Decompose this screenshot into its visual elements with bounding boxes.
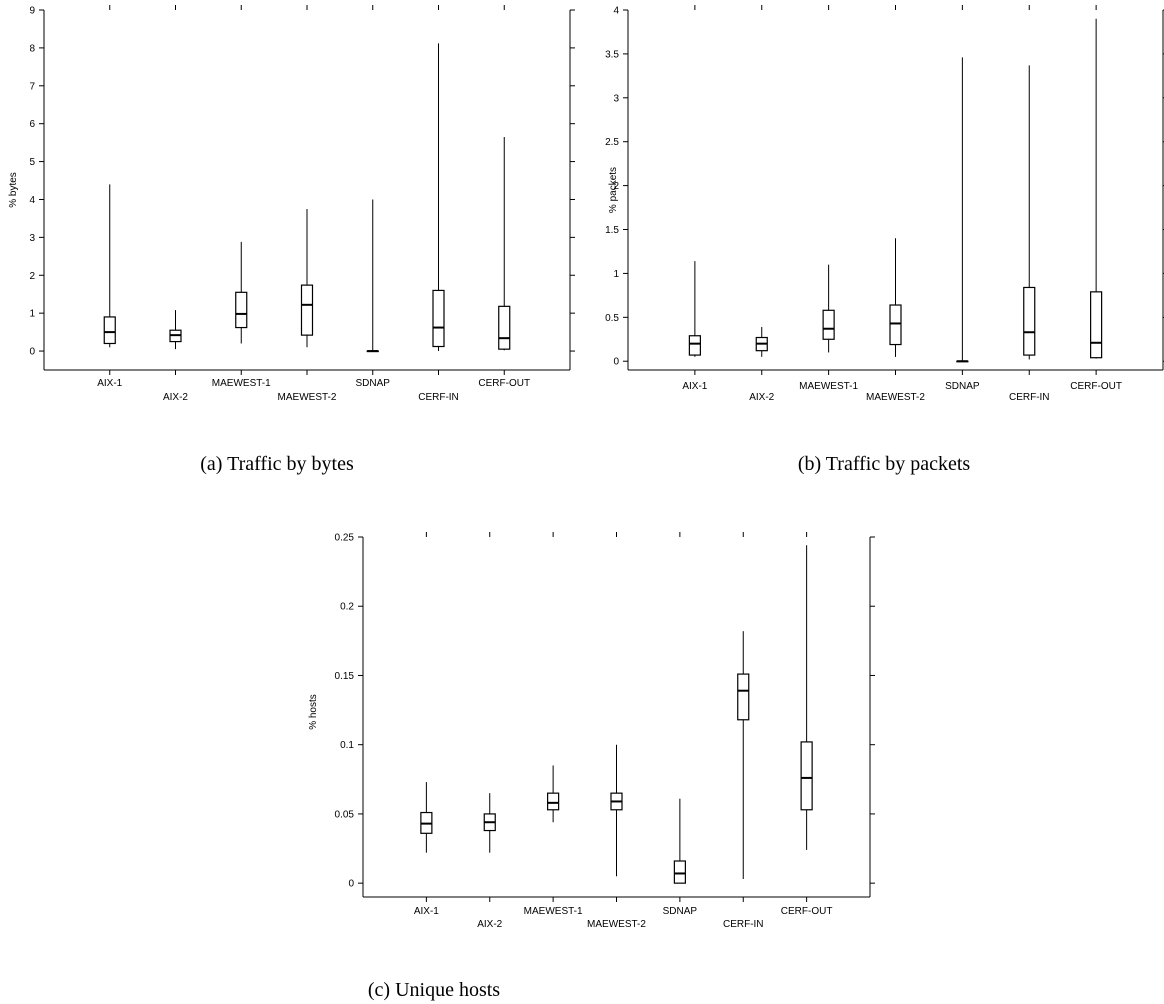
x-tick-label: AIX-2 xyxy=(163,392,188,403)
y-tick-label: 0.1 xyxy=(340,740,354,751)
box-cerf-in: CERF-IN xyxy=(723,532,764,930)
y-tick-label: 0.25 xyxy=(335,533,355,544)
x-tick-label: SDNAP xyxy=(945,381,980,392)
x-tick-label: AIX-2 xyxy=(749,392,774,403)
y-axis-label: % hosts xyxy=(308,694,319,730)
x-tick-label: AIX-1 xyxy=(97,378,122,389)
iqr-box xyxy=(673,860,686,884)
box-aix-2: AIX-2 xyxy=(749,5,775,403)
x-tick-label: CERF-OUT xyxy=(478,378,530,389)
y-tick-label: 8 xyxy=(29,43,35,54)
y-tick-label: 0 xyxy=(348,879,354,890)
x-tick-label: CERF-OUT xyxy=(781,906,833,917)
chart-caption: (c) Unique hosts xyxy=(368,979,500,1001)
iqr-box xyxy=(1023,286,1036,356)
box-aix-1: AIX-1 xyxy=(97,5,123,389)
y-tick-label: 1.5 xyxy=(605,225,619,236)
iqr-box xyxy=(103,316,116,345)
iqr-box xyxy=(1090,291,1103,359)
box-maewest-2: MAEWEST-2 xyxy=(278,5,337,403)
y-tick-label: 3 xyxy=(29,233,35,244)
box-cerf-in: CERF-IN xyxy=(418,5,459,403)
x-tick-label: MAEWEST-1 xyxy=(212,378,271,389)
box-maewest-1: MAEWEST-1 xyxy=(524,532,583,917)
iqr-box xyxy=(822,309,835,340)
box-sdnap: SDNAP xyxy=(356,5,391,389)
box-aix-1: AIX-1 xyxy=(414,532,439,917)
chart-3: 0 0.05 0.1 0.15 0.2 0.25 % hosts AIX-1 AIX-2 MAEW… xyxy=(308,532,875,1001)
x-tick-label: MAEWEST-1 xyxy=(524,906,583,917)
iqr-box xyxy=(889,304,902,346)
x-tick-label: AIX-2 xyxy=(477,919,502,930)
y-tick-label: 2.5 xyxy=(605,137,619,148)
y-tick-label: 2 xyxy=(29,271,35,282)
box-maewest-1: MAEWEST-1 xyxy=(799,5,859,392)
iqr-box xyxy=(800,741,813,811)
y-tick-label: 5 xyxy=(29,157,35,168)
x-tick-label: MAEWEST-2 xyxy=(587,919,646,930)
box-sdnap: SDNAP xyxy=(663,532,698,917)
iqr-box xyxy=(300,284,314,336)
y-tick-label: 0 xyxy=(29,347,35,358)
x-tick-label: CERF-IN xyxy=(418,392,459,403)
iqr-box xyxy=(498,305,511,350)
iqr-box xyxy=(432,289,445,348)
box-sdnap: SDNAP xyxy=(945,5,980,392)
box-aix-1: AIX-1 xyxy=(682,5,708,392)
y-tick-label: 7 xyxy=(29,81,35,92)
box-maewest-1: MAEWEST-1 xyxy=(212,5,271,389)
box-cerf-out: CERF-OUT xyxy=(478,5,530,389)
x-tick-label: SDNAP xyxy=(663,906,698,917)
x-tick-label: MAEWEST-2 xyxy=(866,392,925,403)
chart-2: 0 0.5 1 1.5 2 2.5 3 3.5 4 % packets AIX-1 AIX-2 MAEW… xyxy=(605,5,1164,475)
iqr-box xyxy=(688,335,701,356)
y-tick-label: 0.2 xyxy=(340,602,354,613)
y-axis-label: % bytes xyxy=(8,172,19,208)
y-tick-label: 0.15 xyxy=(335,671,355,682)
x-tick-label: CERF-IN xyxy=(723,919,764,930)
chart-1: 0 1 2 3 4 5 6 7 8 9 % bytes AIX-1 AIX-2 MAEWEST-1 MAEW… xyxy=(8,5,575,475)
x-tick-label: CERF-OUT xyxy=(1070,381,1122,392)
box-cerf-out: CERF-OUT xyxy=(1070,5,1122,392)
iqr-box xyxy=(235,291,248,329)
y-tick-label: 1 xyxy=(29,309,35,320)
y-tick-label: 0 xyxy=(613,357,619,368)
x-tick-label: AIX-1 xyxy=(682,381,707,392)
x-tick-label: MAEWEST-1 xyxy=(799,381,858,392)
y-tick-label: 3 xyxy=(613,93,619,104)
x-tick-label: SDNAP xyxy=(356,378,391,389)
box-aix-2: AIX-2 xyxy=(477,532,503,930)
y-tick-label: 0.05 xyxy=(335,809,355,820)
chart-caption: (b) Traffic by packets xyxy=(798,453,971,475)
y-tick-label: 6 xyxy=(29,119,35,130)
chart-caption: (a) Traffic by bytes xyxy=(200,453,354,475)
y-tick-label: 2 xyxy=(613,181,619,192)
y-tick-label: 0.5 xyxy=(605,313,619,324)
y-tick-label: 9 xyxy=(29,6,35,17)
box-cerf-out: CERF-OUT xyxy=(781,532,833,917)
y-tick-label: 4 xyxy=(613,6,619,17)
box-maewest-2: MAEWEST-2 xyxy=(587,532,646,930)
x-tick-label: AIX-1 xyxy=(414,906,439,917)
x-tick-label: MAEWEST-2 xyxy=(278,392,337,403)
y-axis-label: % packets xyxy=(608,167,619,213)
y-tick-label: 1 xyxy=(613,269,619,280)
y-tick-label: 3.5 xyxy=(605,49,619,60)
box-cerf-in: CERF-IN xyxy=(1009,5,1050,403)
iqr-box xyxy=(737,673,750,721)
y-tick-label: 4 xyxy=(29,195,35,206)
box-aix-2: AIX-2 xyxy=(163,5,188,403)
box-maewest-2: MAEWEST-2 xyxy=(866,5,925,403)
iqr-box xyxy=(547,792,560,811)
x-tick-label: CERF-IN xyxy=(1009,392,1050,403)
